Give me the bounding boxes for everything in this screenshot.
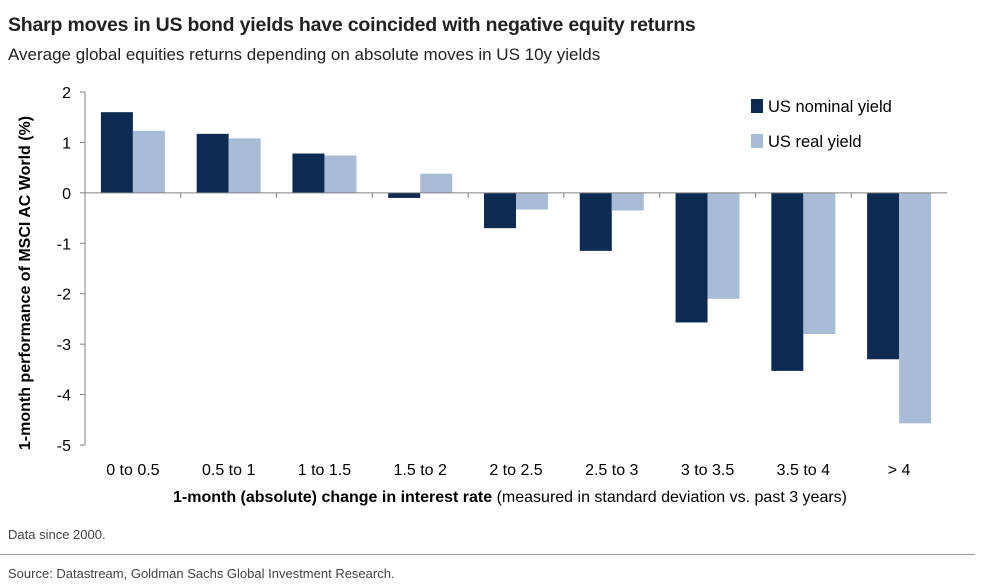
y-tick-label: 2 [62,85,71,102]
x-axis-title-detail: (measured in standard deviation vs. past… [492,489,847,506]
bar-real-2 [228,138,261,193]
chart-title: Sharp moves in US bond yields have coinc… [8,14,696,36]
x-axis-title: 1-month (absolute) change in interest ra… [173,489,847,506]
source-note: Source: Datastream, Goldman Sachs Global… [8,566,395,581]
x-category-label: 3 to 3.5 [681,462,734,479]
x-axis-title-main: 1-month (absolute) change in interest ra… [173,489,492,506]
y-tick-label: -2 [57,287,71,304]
bar-real-1 [132,130,165,193]
bar-real-3 [324,155,357,193]
footer-divider [0,554,975,555]
x-category-label: 1.5 to 2 [394,462,447,479]
legend-label-real: US real yield [768,133,862,151]
legend-swatch-nominal [751,99,763,113]
bar-real-8 [803,192,836,335]
x-category-label: > 4 [888,462,911,479]
x-category-label: 0.5 to 1 [202,462,255,479]
y-tick-label: 1 [62,135,71,152]
x-category-label: 2 to 2.5 [489,462,542,479]
bar-real-6 [611,192,644,211]
y-axis-title: 1-month performance of MSCI AC World (%) [17,116,34,450]
x-axis-category-labels: 0 to 0.5 0.5 to 1 1 to 1.5 1.5 to 2 2 to 2.5… [106,462,910,479]
x-category-label: 0 to 0.5 [106,462,159,479]
bar-nominal-3 [292,153,325,193]
x-category-label: 1 to 1.5 [298,462,351,479]
y-tick-label: -5 [57,438,71,455]
bar-nominal-1 [100,112,133,193]
legend: US nominal yield US real yield [751,98,892,151]
data-note: Data since 2000. [8,527,106,542]
legend-swatch-real [751,134,763,148]
bar-nominal-8 [771,192,804,371]
bar-real-5 [516,192,548,210]
bar-chart: 2 1 0 -1 -2 -3 -4 -5 0 to 0.5 0.5 to 1 1 to 1.5 1.… [17,85,947,506]
bar-series [100,112,932,424]
y-axis-ticks: 2 1 0 -1 -2 -3 -4 -5 [57,85,85,455]
chart-subtitle: Average global equities returns dependin… [8,45,601,64]
legend-label-nominal: US nominal yield [768,98,892,116]
bar-real-9 [899,192,932,424]
bar-real-4 [420,173,453,193]
y-tick-label: 0 [62,186,71,203]
bar-nominal-5 [484,192,516,229]
x-category-label: 2.5 to 3 [585,462,638,479]
bar-nominal-2 [196,133,229,193]
bar-nominal-4 [388,192,421,198]
x-category-label: 3.5 to 4 [777,462,830,479]
y-tick-label: -1 [57,236,71,253]
y-tick-label: -4 [57,388,71,405]
bar-real-7 [707,192,740,299]
bar-nominal-6 [579,192,612,251]
bar-nominal-7 [675,192,708,323]
bar-nominal-9 [867,192,900,360]
y-tick-label: -3 [57,337,71,354]
